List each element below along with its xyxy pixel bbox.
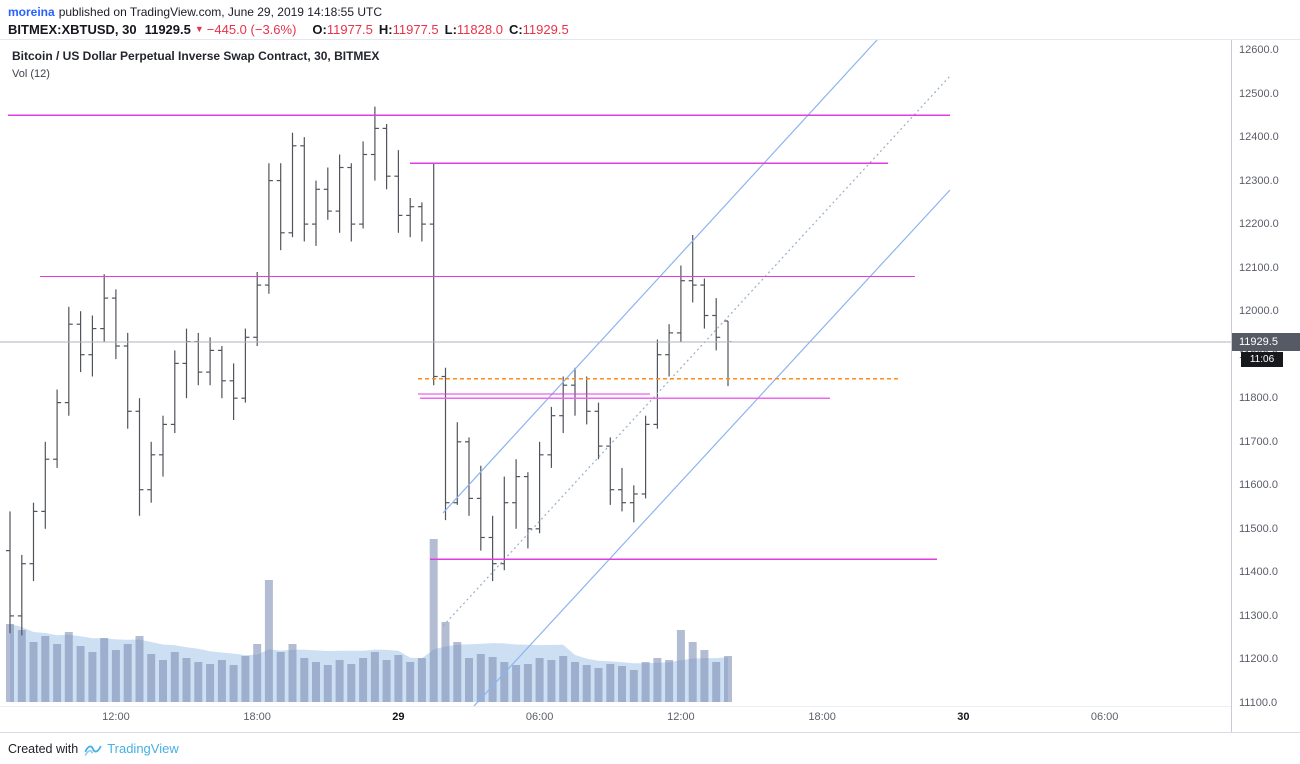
time-axis-label: 12:00 <box>102 711 130 723</box>
price-axis-label: 12100.0 <box>1239 261 1279 274</box>
publish-header: moreina published on TradingView.com, Jun… <box>0 0 1300 40</box>
price-axis-label: 12000.0 <box>1239 305 1279 318</box>
time-axis[interactable]: 12:00 18:00 29 06:00 12:00 18:00 30 06:00 <box>0 706 1231 733</box>
price-axis[interactable]: 11929.5 11:06 12600.0 12500.0 12400.0 12300… <box>1231 40 1300 732</box>
close-value: 11929.5 <box>522 22 569 37</box>
price-axis-label: 11300.0 <box>1239 609 1278 622</box>
created-with-text: Created with <box>8 741 79 756</box>
high-label: H: <box>378 22 393 37</box>
trend-channel <box>442 40 951 706</box>
close-label: C: <box>508 22 523 37</box>
price-axis-label: 11100.0 <box>1239 696 1278 709</box>
time-axis-label: 29 <box>392 711 405 723</box>
bar-countdown-badge: 11:06 <box>1241 351 1283 367</box>
price-axis-label: 12500.0 <box>1239 87 1279 100</box>
price-axis-label: 12600.0 <box>1239 44 1279 56</box>
price-axis-label: 11800.0 <box>1239 392 1278 405</box>
open-label: O: <box>312 22 327 37</box>
volume-bars <box>6 539 732 702</box>
low-value: 11828.0 <box>456 22 503 37</box>
symbol-line: BITMEX:XBTUSD, 30 11929.5 ▼ −445.0 (−3.6… <box>8 20 1300 39</box>
price-bars <box>6 106 732 636</box>
symbol-title: BITMEX:XBTUSD, 30 <box>8 22 137 37</box>
price-axis-label: 12300.0 <box>1239 174 1279 187</box>
price-chart-canvas[interactable] <box>0 40 1231 706</box>
footer: Created with TradingView <box>0 733 1300 764</box>
price-axis-label: 11600.0 <box>1239 479 1278 492</box>
price-axis-label: 11200.0 <box>1239 653 1278 666</box>
last-price: 11929.5 <box>144 22 191 37</box>
time-axis-label: 12:00 <box>667 711 695 723</box>
price-axis-label: 12400.0 <box>1239 131 1279 144</box>
tradingview-brand-link[interactable]: TradingView <box>107 741 179 756</box>
price-axis-label: 11500.0 <box>1239 522 1278 535</box>
price-axis-label: 11700.0 <box>1239 435 1278 448</box>
publish-info-text: published on TradingView.com, June 29, 2… <box>58 5 383 19</box>
time-axis-label: 18:00 <box>808 711 836 723</box>
open-value: 11977.5 <box>326 22 373 37</box>
publish-line: moreina published on TradingView.com, Jun… <box>8 4 1300 20</box>
price-axis-label: 11400.0 <box>1239 566 1278 579</box>
time-axis-label: 06:00 <box>525 711 554 723</box>
price-change: −445.0 (−3.6%) <box>206 22 297 37</box>
time-axis-label: 18:00 <box>243 711 271 723</box>
low-label: L: <box>444 22 457 37</box>
current-price-badge: 11929.5 <box>1232 332 1300 351</box>
price-axis-label: 12200.0 <box>1239 218 1279 231</box>
chart-area: Bitcoin / US Dollar Perpetual Inverse Sw… <box>0 40 1300 733</box>
username-link[interactable]: moreina <box>8 5 55 19</box>
time-axis-label: 30 <box>957 711 970 723</box>
price-down-icon: ▼ <box>194 24 204 34</box>
level-lines <box>8 114 950 560</box>
time-axis-label: 06:00 <box>1090 711 1119 723</box>
tradingview-logo-icon[interactable] <box>84 741 102 757</box>
high-value: 11977.5 <box>392 22 439 37</box>
